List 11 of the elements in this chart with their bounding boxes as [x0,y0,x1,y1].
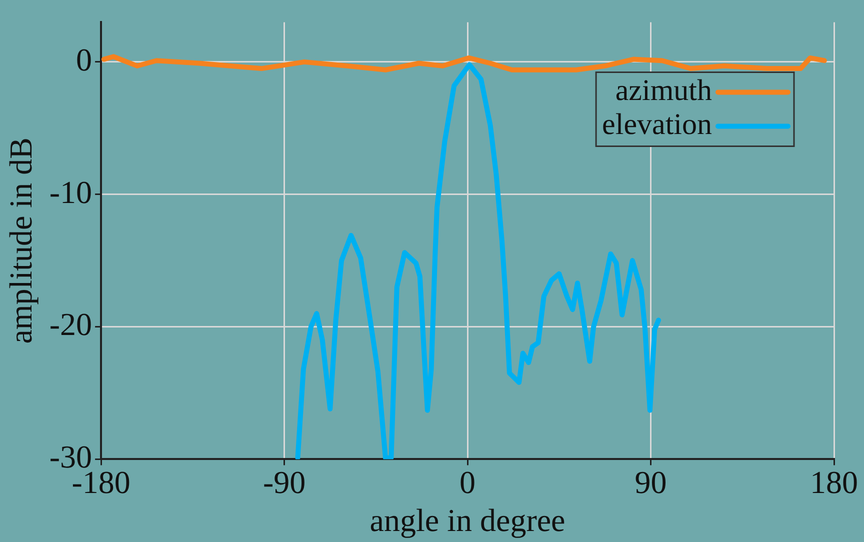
x-tick-label: -90 [262,464,306,500]
y-tick-label: -20 [49,306,92,342]
x-tick-label: 180 [810,464,858,500]
x-axis-title: angle in degree [370,502,566,538]
y-tick-label: 0 [76,41,92,78]
y-axis-title: amplitude in dB [2,138,39,344]
x-tick-label: 0 [460,464,476,500]
legend-label: azimuth [615,74,712,108]
legend-label: elevation [602,108,712,142]
y-tick-label: -10 [49,174,92,210]
x-tick-label: 90 [634,464,667,500]
